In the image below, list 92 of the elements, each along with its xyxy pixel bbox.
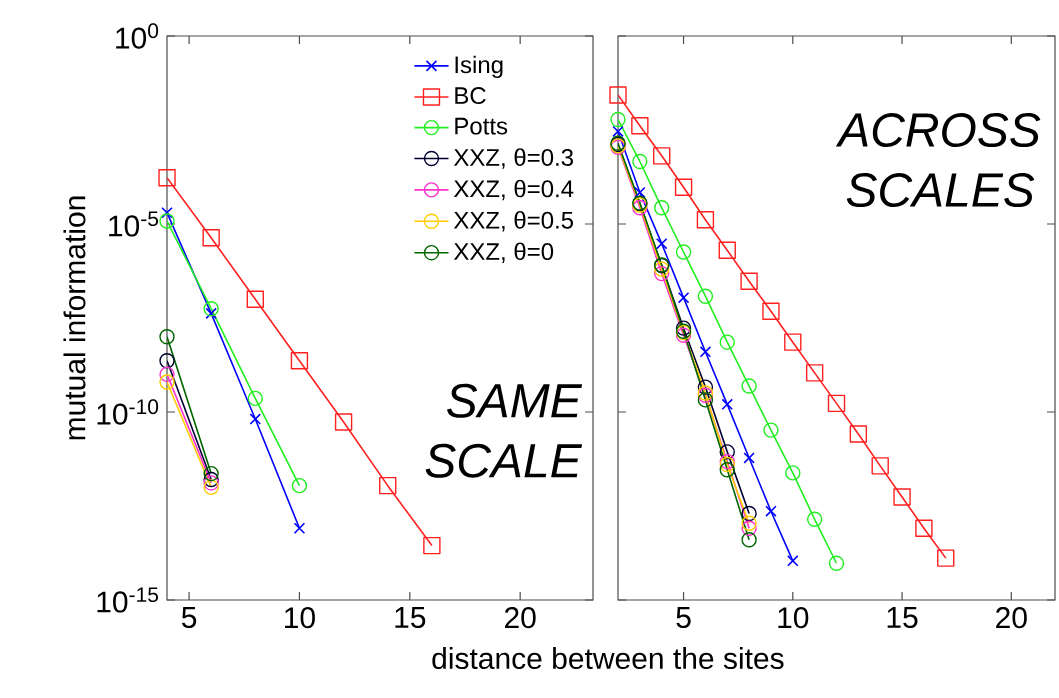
x-tick-label: 5 (181, 607, 197, 628)
point (719, 334, 735, 350)
point (202, 229, 220, 247)
point (609, 86, 627, 104)
x-tick-label: 5 (676, 607, 691, 628)
point (247, 390, 263, 407)
point (159, 213, 175, 229)
point (784, 333, 802, 351)
point (334, 413, 353, 431)
point (741, 532, 757, 548)
point (290, 352, 309, 370)
point (249, 413, 262, 425)
point (293, 522, 306, 534)
point (787, 555, 799, 567)
point (697, 392, 714, 408)
point (291, 477, 308, 494)
point (719, 462, 735, 478)
point (762, 302, 780, 320)
point (158, 169, 176, 187)
y-tick-label: 10$^{-5}$ (109, 211, 159, 237)
point (203, 300, 219, 317)
point (741, 515, 757, 531)
y-tick-label: 10$^{0}$ (116, 23, 159, 49)
x-tick-label: 20 (504, 607, 536, 629)
point (849, 425, 868, 443)
point (828, 555, 845, 571)
y-tick-label: 10$^{-10}$ (97, 399, 159, 425)
point (612, 125, 624, 138)
point (159, 329, 175, 345)
point (743, 452, 755, 464)
point (719, 444, 735, 460)
point (805, 364, 824, 382)
point (203, 471, 219, 488)
point (937, 549, 955, 567)
point (634, 186, 646, 199)
point (379, 476, 397, 495)
x-axis-title: distance between the sites (432, 647, 784, 670)
x-tick-label: 10 (285, 607, 315, 629)
point (161, 206, 173, 219)
point (697, 288, 714, 304)
point (654, 261, 670, 277)
point (205, 307, 217, 320)
point (246, 290, 264, 308)
point (654, 265, 670, 282)
point (718, 241, 736, 259)
point (806, 511, 823, 528)
point (674, 178, 693, 196)
point (675, 244, 692, 260)
point (765, 505, 777, 517)
annotation: ACROSS SCALES (835, 113, 1041, 208)
point (655, 237, 668, 250)
point (159, 366, 175, 383)
point (871, 457, 889, 475)
legend-label: XXZ, θ=0 (453, 242, 554, 263)
point (610, 111, 626, 128)
y-tick-label: 10$^{-15}$ (97, 587, 159, 613)
point (203, 475, 219, 491)
x-tick-label: 20 (996, 607, 1027, 629)
legend-label: BC (455, 87, 486, 105)
point (721, 398, 733, 411)
point (741, 505, 757, 522)
legend-label: XXZ, θ=0.5 (453, 211, 574, 232)
point (203, 479, 219, 495)
x-tick-label: 15 (887, 607, 918, 628)
legend-label: XXZ, θ=0.3 (453, 148, 574, 169)
point (699, 346, 712, 358)
point (203, 465, 219, 482)
point (740, 272, 758, 290)
legend-label: Ising (455, 55, 503, 79)
point (632, 153, 648, 170)
point (741, 378, 757, 394)
y-axis-title: mutual information (63, 196, 86, 440)
point (893, 488, 911, 506)
x-tick-label: 10 (778, 607, 809, 629)
point (741, 520, 757, 536)
point (677, 291, 690, 304)
annotation: SAME SCALE (425, 383, 583, 478)
x-tick-label: 15 (395, 607, 426, 628)
point (631, 117, 649, 135)
point (763, 422, 779, 438)
legend-label: Potts (455, 117, 508, 135)
point (696, 211, 715, 229)
point (697, 379, 714, 395)
point (785, 465, 801, 481)
point (827, 394, 846, 413)
point (915, 519, 933, 537)
point (423, 536, 441, 555)
point (159, 374, 175, 390)
point (159, 353, 175, 369)
legend-label: XXZ, θ=0.4 (453, 179, 574, 201)
point (654, 200, 670, 216)
point (653, 147, 671, 165)
